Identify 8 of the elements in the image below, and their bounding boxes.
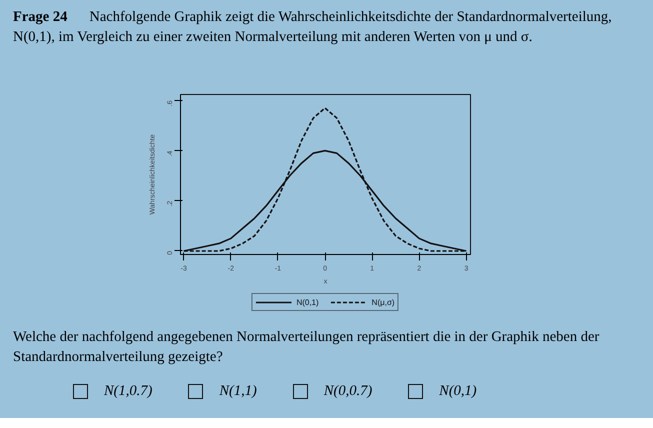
legend-label: N(0,1) (296, 297, 319, 307)
text: N(0,0.7) (324, 383, 372, 399)
text: Frage 24 (13, 9, 68, 25)
text: N(0,1) (439, 383, 477, 399)
text: N(1,1) (219, 383, 257, 399)
text: N(1,0.7) (104, 383, 152, 399)
text: Welche der nachfolgend angegebenen Normalverteilungen repräsentiert die in der Graphik neben der Standardnormalverteilung gezeigte? (12, 328, 600, 367)
legend-label: N(μ,σ) (372, 297, 395, 307)
